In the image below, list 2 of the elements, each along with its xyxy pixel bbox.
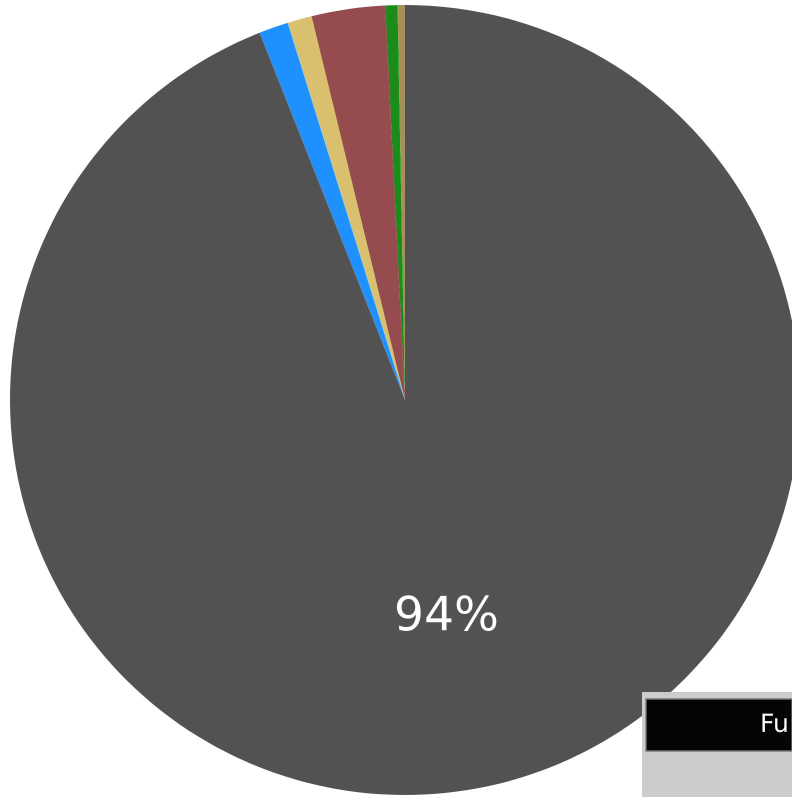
data-label: 94% [396, 595, 496, 631]
text: Fu [762, 714, 787, 732]
